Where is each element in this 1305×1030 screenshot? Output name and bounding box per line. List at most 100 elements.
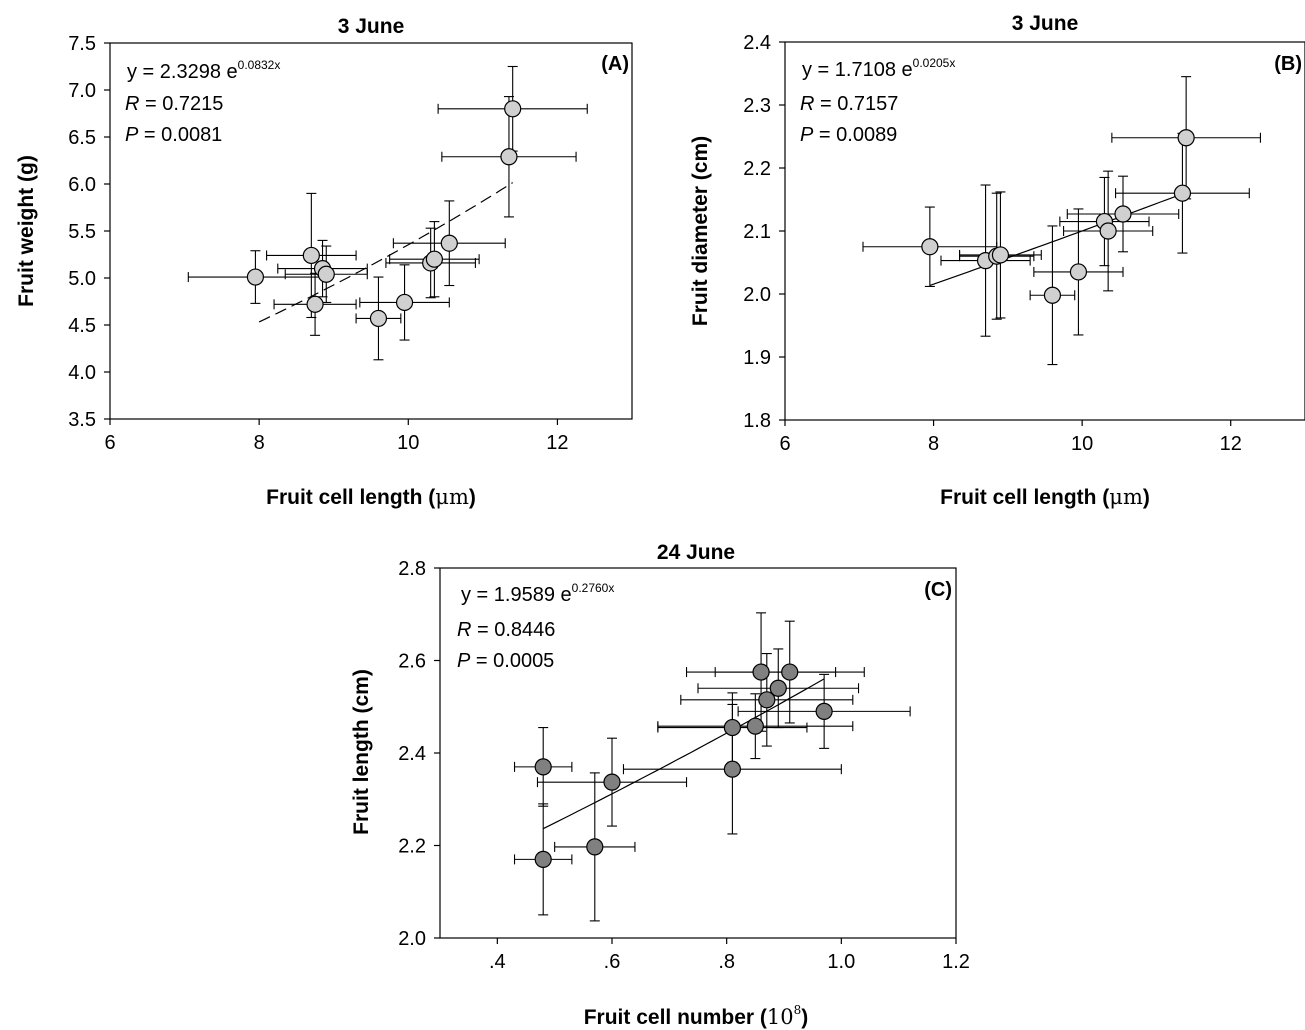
panel-c-point-layer [534,663,833,868]
panel-b-equation: y = 1.7108 e0.0205x [802,56,955,81]
panel-b-p-value: P = 0.0089 [800,124,897,146]
panel-a-fit-line [258,182,514,323]
panel-c-r-number: = 0.8446 [471,619,555,641]
panel-a-y-tick-label: 5.0 [68,268,96,290]
panel-c-data-point [815,702,833,720]
panel-a-y-tick-label: 5.5 [68,221,96,243]
panel-a-x-axis-label: Fruit cell length (μm) [266,485,476,509]
panel-a-p-value: P = 0.0081 [125,124,222,146]
panel-a-data-point [306,295,324,313]
panel-a-data-point [440,234,458,252]
panel-c-p-label: P [457,650,471,672]
panel-b-x-tick-label: 10 [1071,433,1093,455]
panel-b-fit-layer [929,191,1187,286]
panel-b: 3 June 6 8 10 12 1.8 1.9 2.0 2.1 2.2 2.3 2.4 y = 1… [689,12,1305,509]
panel-b-equation-exponent: 0.0205x [913,56,956,70]
panel-a-equation-exponent: 0.0832x [238,58,281,72]
panel-a-data-point [504,100,522,118]
panel-c-y-tick-label: 2.2 [398,836,426,858]
panel-c-r-value: R = 0.8446 [457,619,555,641]
panel-b-x-tick-label: 6 [779,433,790,455]
panel-b-label: (B) [1274,53,1302,75]
panel-a-data-point [425,250,443,268]
panel-c-x-tick-label: .8 [718,951,735,973]
panel-a-x-tick-label: 8 [254,432,265,454]
panel-b-point-layer [921,129,1195,304]
panel-b-ticks: 6 8 10 12 1.8 1.9 2.0 2.1 2.2 2.3 2.4 [743,32,1242,455]
panel-b-y-tick-label: 2.2 [743,158,771,180]
panel-c-x-tick-label: 1.2 [942,951,970,973]
panel-a-xlabel-text: Fruit cell length ( [266,486,435,509]
panel-b-data-point [1069,263,1088,281]
panel-a-x-tick-label: 12 [546,432,568,454]
panel-c-data-point [586,838,604,856]
panel-c-data-point [723,760,742,778]
panel-b-y-tick-label: 2.3 [743,95,771,117]
panel-b-xunit: μm [1109,485,1143,509]
panel-b-data-point [1177,129,1195,147]
panel-c-data-point [603,773,621,791]
panel-b-p-number: = 0.0089 [813,124,897,146]
panel-b-data-point [1043,286,1062,304]
panel-b-r-number: = 0.7157 [814,93,898,115]
panel-a-data-point [246,268,265,286]
panel-a-p-number: = 0.0081 [138,124,222,146]
panel-a-y-tick-label: 7.5 [68,33,96,55]
panel-b-data-point [921,238,939,256]
panel-b-y-axis-label: Fruit diameter (cm) [689,136,712,326]
panel-c-xlabel-text: Fruit cell number ( [584,1006,767,1029]
panel-b-y-tick-label: 1.8 [743,410,771,432]
panel-a-x-tick-label: 10 [397,432,419,454]
panel-a-r-label: R [125,93,139,115]
panel-c-fit-layer [542,678,825,830]
panel-b-x-tick-label: 12 [1220,433,1242,455]
panel-b-errorbar-layer [862,76,1261,366]
panel-c: 24 June .4 .6 .8 1.0 1.2 2.0 2.2 2.4 2.6 2.8 y = … [350,541,970,1029]
panel-c-equation-base: y = 1.9589 e [461,584,572,606]
panel-a-label: (A) [601,53,629,75]
panel-b-y-tick-label: 2.4 [743,32,771,54]
panel-c-data-point [769,679,787,697]
panel-c-data-point [752,663,770,681]
panel-b-y-tick-label: 2.1 [743,221,771,243]
panel-c-xunit: 10 [767,1005,794,1029]
panel-a-point-layer [246,100,522,328]
panel-b-x-tick-label: 8 [928,433,939,455]
panel-c-data-point [534,758,552,776]
panel-c-y-tick-label: 2.8 [398,558,426,580]
panel-c-ticks: .4 .6 .8 1.0 1.2 2.0 2.2 2.4 2.6 2.8 [398,558,970,973]
panel-a-r-number: = 0.7215 [139,93,223,115]
panel-a-y-tick-label: 7.0 [68,80,96,102]
panel-c-y-tick-label: 2.0 [398,928,426,950]
panel-b-fit-line [929,191,1187,286]
panel-a-y-axis-label: Fruit weight (g) [15,155,38,307]
panel-b-data-point [991,246,1010,264]
panel-c-label: (C) [924,579,952,601]
panel-c-xunit-exponent: 8 [794,1003,802,1017]
panel-c-y-axis-label: Fruit length (cm) [350,669,373,835]
panel-b-y-tick-label: 1.9 [743,347,771,369]
panel-c-data-point [746,717,764,735]
panel-a-errorbar-layer [187,65,588,361]
panel-a-fit-layer [258,182,514,323]
panel-a-y-tick-label: 4.0 [68,362,96,384]
panel-b-x-axis-label: Fruit cell length (μm) [940,485,1150,509]
panel-b-p-label: P [800,124,814,146]
panel-a-r-value: R = 0.7215 [125,93,223,115]
panel-c-data-point [758,691,776,709]
panel-c-x-tick-label: .6 [604,951,621,973]
panel-c-r-label: R [457,619,471,641]
panel-a-x-tick-label: 6 [104,432,115,454]
panel-a-title: 3 June [338,15,405,38]
panel-b-data-point [1114,205,1132,223]
panel-a-equation: y = 2.3298 e0.0832x [127,58,280,83]
panel-c-equation: y = 1.9589 e0.2760x [461,581,614,606]
panel-a-data-point [500,148,518,166]
panel-b-title: 3 June [1012,12,1079,35]
panel-c-title: 24 June [657,541,735,564]
panel-c-data-point [781,663,799,681]
panel-c-p-value: P = 0.0005 [457,650,554,672]
panel-c-x-tick-label: 1.0 [827,951,855,973]
panel-a-xunit: μm [435,485,469,509]
